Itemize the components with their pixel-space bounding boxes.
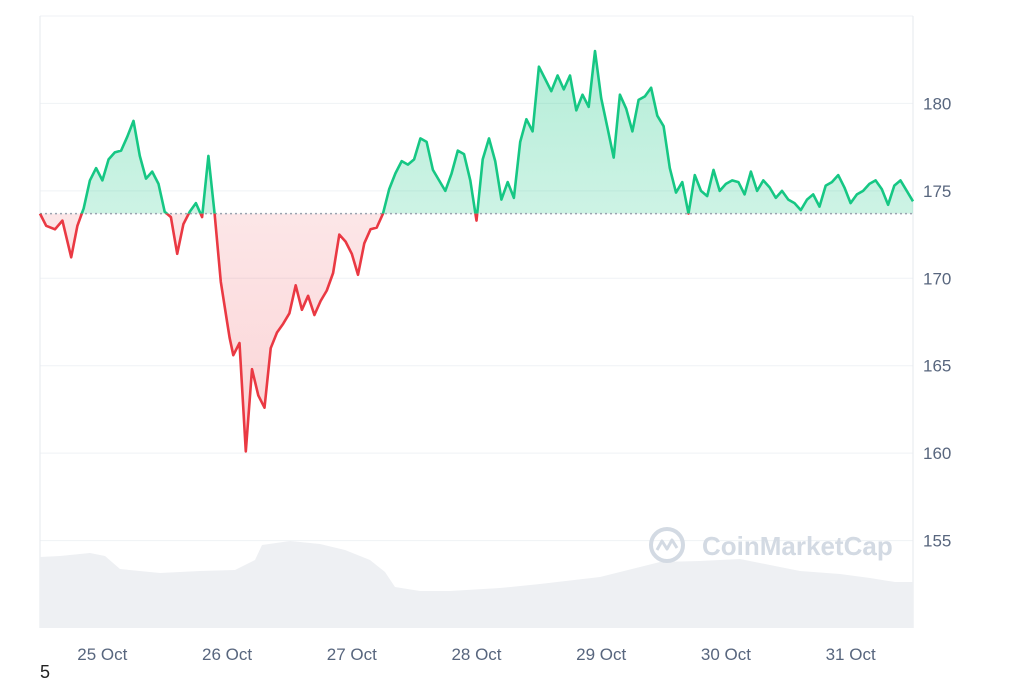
x-tick-label: 29 Oct [576, 645, 626, 664]
x-tick-label: 26 Oct [202, 645, 252, 664]
y-tick-label: 155 [923, 532, 951, 551]
price-line [38, 49, 915, 453]
y-tick-label: 160 [923, 444, 951, 463]
area-below-baseline [40, 213, 913, 452]
x-tick-label: 28 Oct [451, 645, 501, 664]
volume-shape [40, 541, 913, 628]
x-tick-label: 31 Oct [826, 645, 876, 664]
area-above-baseline [81, 51, 913, 214]
grid-lines [39, 15, 914, 628]
footnote-number: 5 [40, 662, 51, 682]
coinmarketcap-logo-mark [655, 538, 679, 551]
x-tick-label: 25 Oct [77, 645, 127, 664]
volume-area [40, 541, 913, 628]
y-tick-label: 175 [923, 182, 951, 201]
watermark-text: CoinMarketCap [702, 531, 893, 561]
x-tick-label: 30 Oct [701, 645, 751, 664]
price-fill-areas [40, 51, 913, 452]
y-tick-label: 165 [923, 357, 951, 376]
y-tick-label: 180 [923, 94, 951, 113]
y-tick-label: 170 [923, 269, 951, 288]
x-tick-label: 27 Oct [327, 645, 377, 664]
price-line-below [38, 213, 690, 453]
price-line-above [40, 49, 915, 214]
axes: 155 160 165 170 175 180 25 Oct 26 Oct 27 Oct 28 O… [77, 94, 951, 664]
watermark: CoinMarketCap [649, 527, 893, 563]
coinmarketcap-logo-icon [649, 527, 685, 563]
